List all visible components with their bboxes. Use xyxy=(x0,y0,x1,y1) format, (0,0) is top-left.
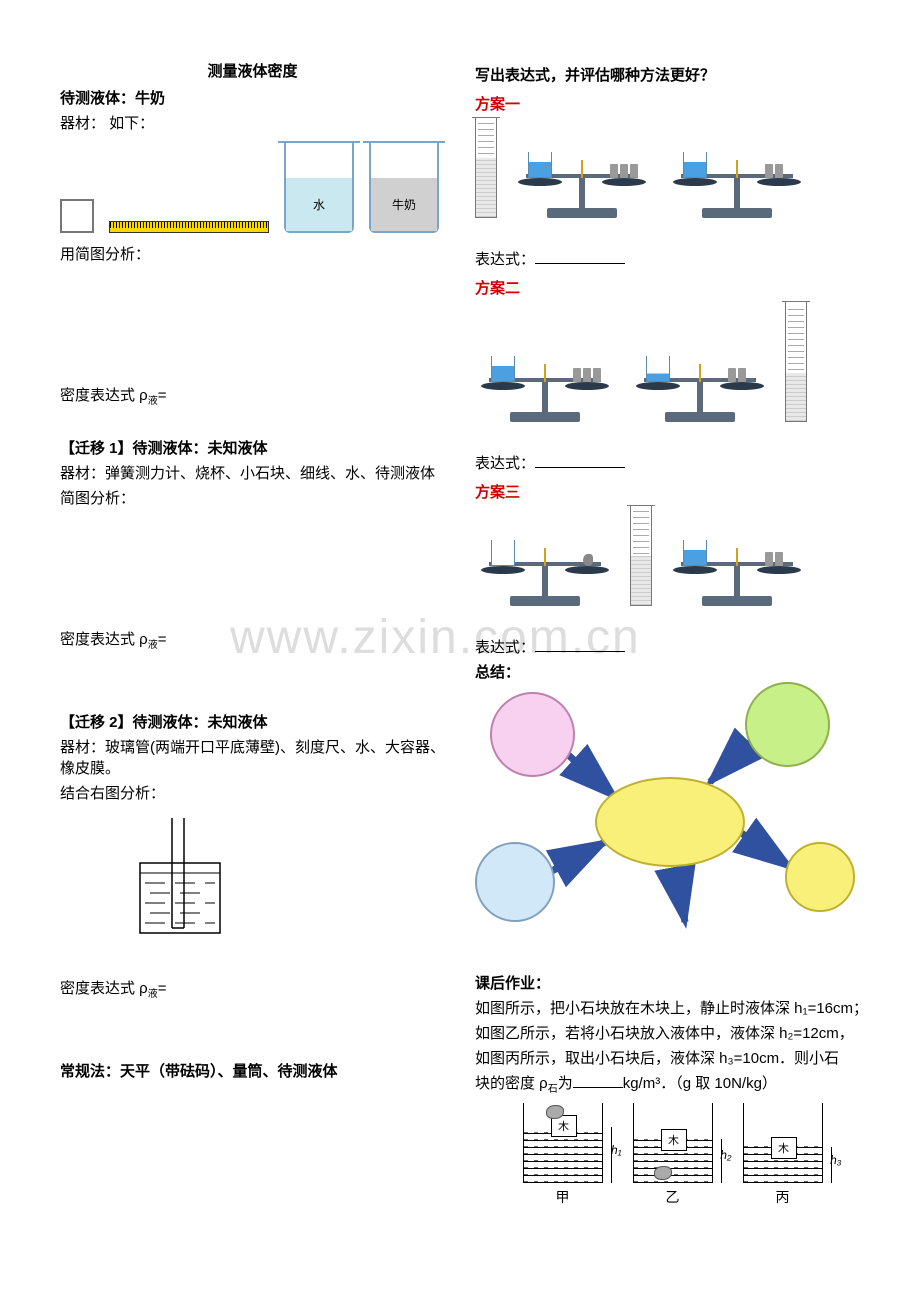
right-column: 写出表达式，并评估哪种方法更好？ 方案一 表达式： 方案二 xyxy=(465,60,870,1207)
hw-text3: 如图丙所示，取出小石块后，液体深 h₃=10cm．则小石 xyxy=(475,1047,870,1068)
density-expr-3: 密度表达式 ρ液= xyxy=(60,977,445,1000)
hw-text4: 块的密度 ρ石为kg/m³．（g 取 10N/kg） xyxy=(475,1072,870,1095)
cylinder-icon xyxy=(475,118,497,218)
standard-method: 常规法：天平（带砝码）、量筒、待测液体 xyxy=(60,1060,445,1081)
blank-hw xyxy=(573,1073,623,1088)
blank-2 xyxy=(535,453,625,468)
migration1-equip: 器材：弹簧测力计、烧杯、小石块、细线、水、待测液体 xyxy=(60,462,445,483)
scheme1-row xyxy=(475,118,870,218)
balance-3a xyxy=(475,521,615,606)
hw-fig-a: 木 h₁ 甲 xyxy=(523,1103,603,1207)
summary-label: 总结： xyxy=(475,661,870,682)
migration2-title: 【迁移 2】待测液体：未知液体 xyxy=(60,711,445,732)
scheme2-label: 方案二 xyxy=(475,277,870,298)
migration2-equip: 器材：玻璃管(两端开口平底薄壁)、刻度尺、水、大容器、橡皮膜。 xyxy=(60,736,445,778)
milk-label: 牛奶 xyxy=(371,178,437,231)
beaker-milk: 牛奶 xyxy=(369,143,439,233)
homework-title: 课后作业： xyxy=(475,972,870,993)
liquid-to-measure: 待测液体：牛奶 xyxy=(60,87,445,108)
migration1-title: 【迁移 1】待测液体：未知液体 xyxy=(60,437,445,458)
density-expr-text: 密度表达式 ρ xyxy=(60,387,148,404)
blank-1 xyxy=(535,249,625,264)
ruler-icon xyxy=(109,221,269,233)
migration2-analyze: 结合右图分析： xyxy=(60,782,445,803)
analyze-label: 用简图分析： xyxy=(60,243,445,264)
bubble-center xyxy=(595,777,745,867)
scheme3-row xyxy=(475,506,870,606)
migration1-analyze: 简图分析： xyxy=(60,487,445,508)
balance-2b xyxy=(630,337,770,422)
balance-3b xyxy=(667,521,807,606)
write-evaluate: 写出表达式，并评估哪种方法更好？ xyxy=(475,64,870,85)
balance-1b xyxy=(667,133,807,218)
hw-text2: 如图乙所示，若将小石块放入液体中，液体深 h₂=12cm， xyxy=(475,1022,870,1043)
expr1: 表达式： xyxy=(475,248,870,269)
expr2: 表达式： xyxy=(475,452,870,473)
left-column: 测量液体密度 待测液体：牛奶 器材： 如下： 水 牛奶 用简图分析： 密度表达式… xyxy=(60,60,465,1207)
cylinder-2 xyxy=(785,302,807,422)
water-label: 水 xyxy=(286,178,352,231)
hw-fig-c: 木 h₃ 丙 xyxy=(743,1103,823,1207)
hw-text1: 如图所示，把小石块放在木块上，静止时液体深 h₁=16cm； xyxy=(475,997,870,1018)
expr3: 表达式： xyxy=(475,636,870,657)
beaker-water: 水 xyxy=(284,143,354,233)
balance-1a xyxy=(512,133,652,218)
hw-fig-b: 木 h₂ 乙 xyxy=(633,1103,713,1207)
equipment-label: 器材： 如下： xyxy=(60,112,445,133)
blank-3 xyxy=(535,637,625,652)
density-expr-1: 密度表达式 ρ液= xyxy=(60,384,445,407)
density-expr-2: 密度表达式 ρ液= xyxy=(60,628,445,651)
cube-icon xyxy=(60,199,94,233)
page-title: 测量液体密度 xyxy=(60,60,445,81)
scheme1-label: 方案一 xyxy=(475,93,870,114)
bubble-pink xyxy=(490,692,575,777)
scheme3-label: 方案三 xyxy=(475,481,870,502)
cylinder-3 xyxy=(630,506,652,606)
density-sub: 液 xyxy=(148,396,158,407)
tube-diagram xyxy=(120,813,240,947)
homework-figures: 木 h₁ 甲 木 h₂ 乙 xyxy=(475,1103,870,1207)
mindmap xyxy=(475,692,855,952)
equipment-row: 水 牛奶 xyxy=(60,143,445,233)
bubble-yellow2 xyxy=(785,842,855,912)
scheme2-row xyxy=(475,302,870,422)
page: 测量液体密度 待测液体：牛奶 器材： 如下： 水 牛奶 用简图分析： 密度表达式… xyxy=(0,0,920,1247)
bubble-blue xyxy=(475,842,555,922)
balance-2a xyxy=(475,337,615,422)
bubble-green xyxy=(745,682,830,767)
